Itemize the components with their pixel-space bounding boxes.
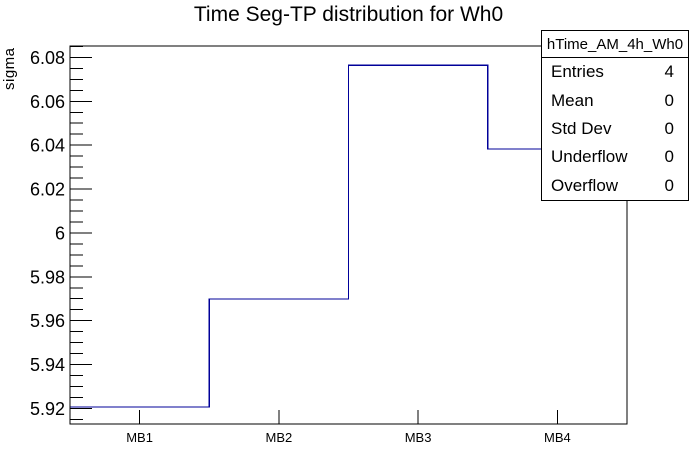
stats-row-underflow: Underflow 0 <box>542 143 688 171</box>
x-tick-label: MB3 <box>405 430 432 445</box>
stats-value: 4 <box>664 62 674 82</box>
y-tick-label: 6 <box>55 223 65 243</box>
stats-value: 0 <box>664 175 674 195</box>
x-tick-label: MB4 <box>544 430 571 445</box>
plot-frame <box>69 45 628 425</box>
histogram-step-line <box>70 64 627 408</box>
chart-title: Time Seg-TP distribution for Wh0 <box>193 3 504 26</box>
stats-row-stddev: Std Dev 0 <box>542 115 688 143</box>
stats-value: 0 <box>664 147 674 167</box>
y-tick-label: 6.08 <box>30 48 65 68</box>
stats-box: hTime_AM_4h_Wh0 Entries 4 Mean 0 Std Dev… <box>541 30 689 201</box>
stats-label: Overflow <box>551 175 619 195</box>
stats-label: Mean <box>551 90 594 110</box>
y-tick-label: 6.06 <box>30 92 65 112</box>
stats-box-header: hTime_AM_4h_Wh0 <box>542 31 688 58</box>
stats-row-entries: Entries 4 <box>542 58 688 86</box>
y-tick-label: 5.98 <box>30 267 65 287</box>
stats-label: Std Dev <box>551 119 612 139</box>
stats-row-mean: Mean 0 <box>542 86 688 114</box>
stats-value: 0 <box>664 119 674 139</box>
stats-row-overflow: Overflow 0 <box>542 172 688 200</box>
y-tick-label: 5.94 <box>30 355 65 375</box>
y-tick-label: 5.92 <box>30 399 65 419</box>
stats-label: Entries <box>551 62 604 82</box>
x-tick-label: MB2 <box>266 430 293 445</box>
stats-box-rows: Entries 4 Mean 0 Std Dev 0 Underflow 0 O… <box>542 58 688 200</box>
stats-value: 0 <box>664 90 674 110</box>
x-tick-label: MB1 <box>126 430 153 445</box>
y-tick-label: 6.04 <box>30 136 65 156</box>
stats-label: Underflow <box>551 147 628 167</box>
y-tick-label: 5.96 <box>30 311 65 331</box>
y-tick-label: 6.02 <box>30 179 65 199</box>
